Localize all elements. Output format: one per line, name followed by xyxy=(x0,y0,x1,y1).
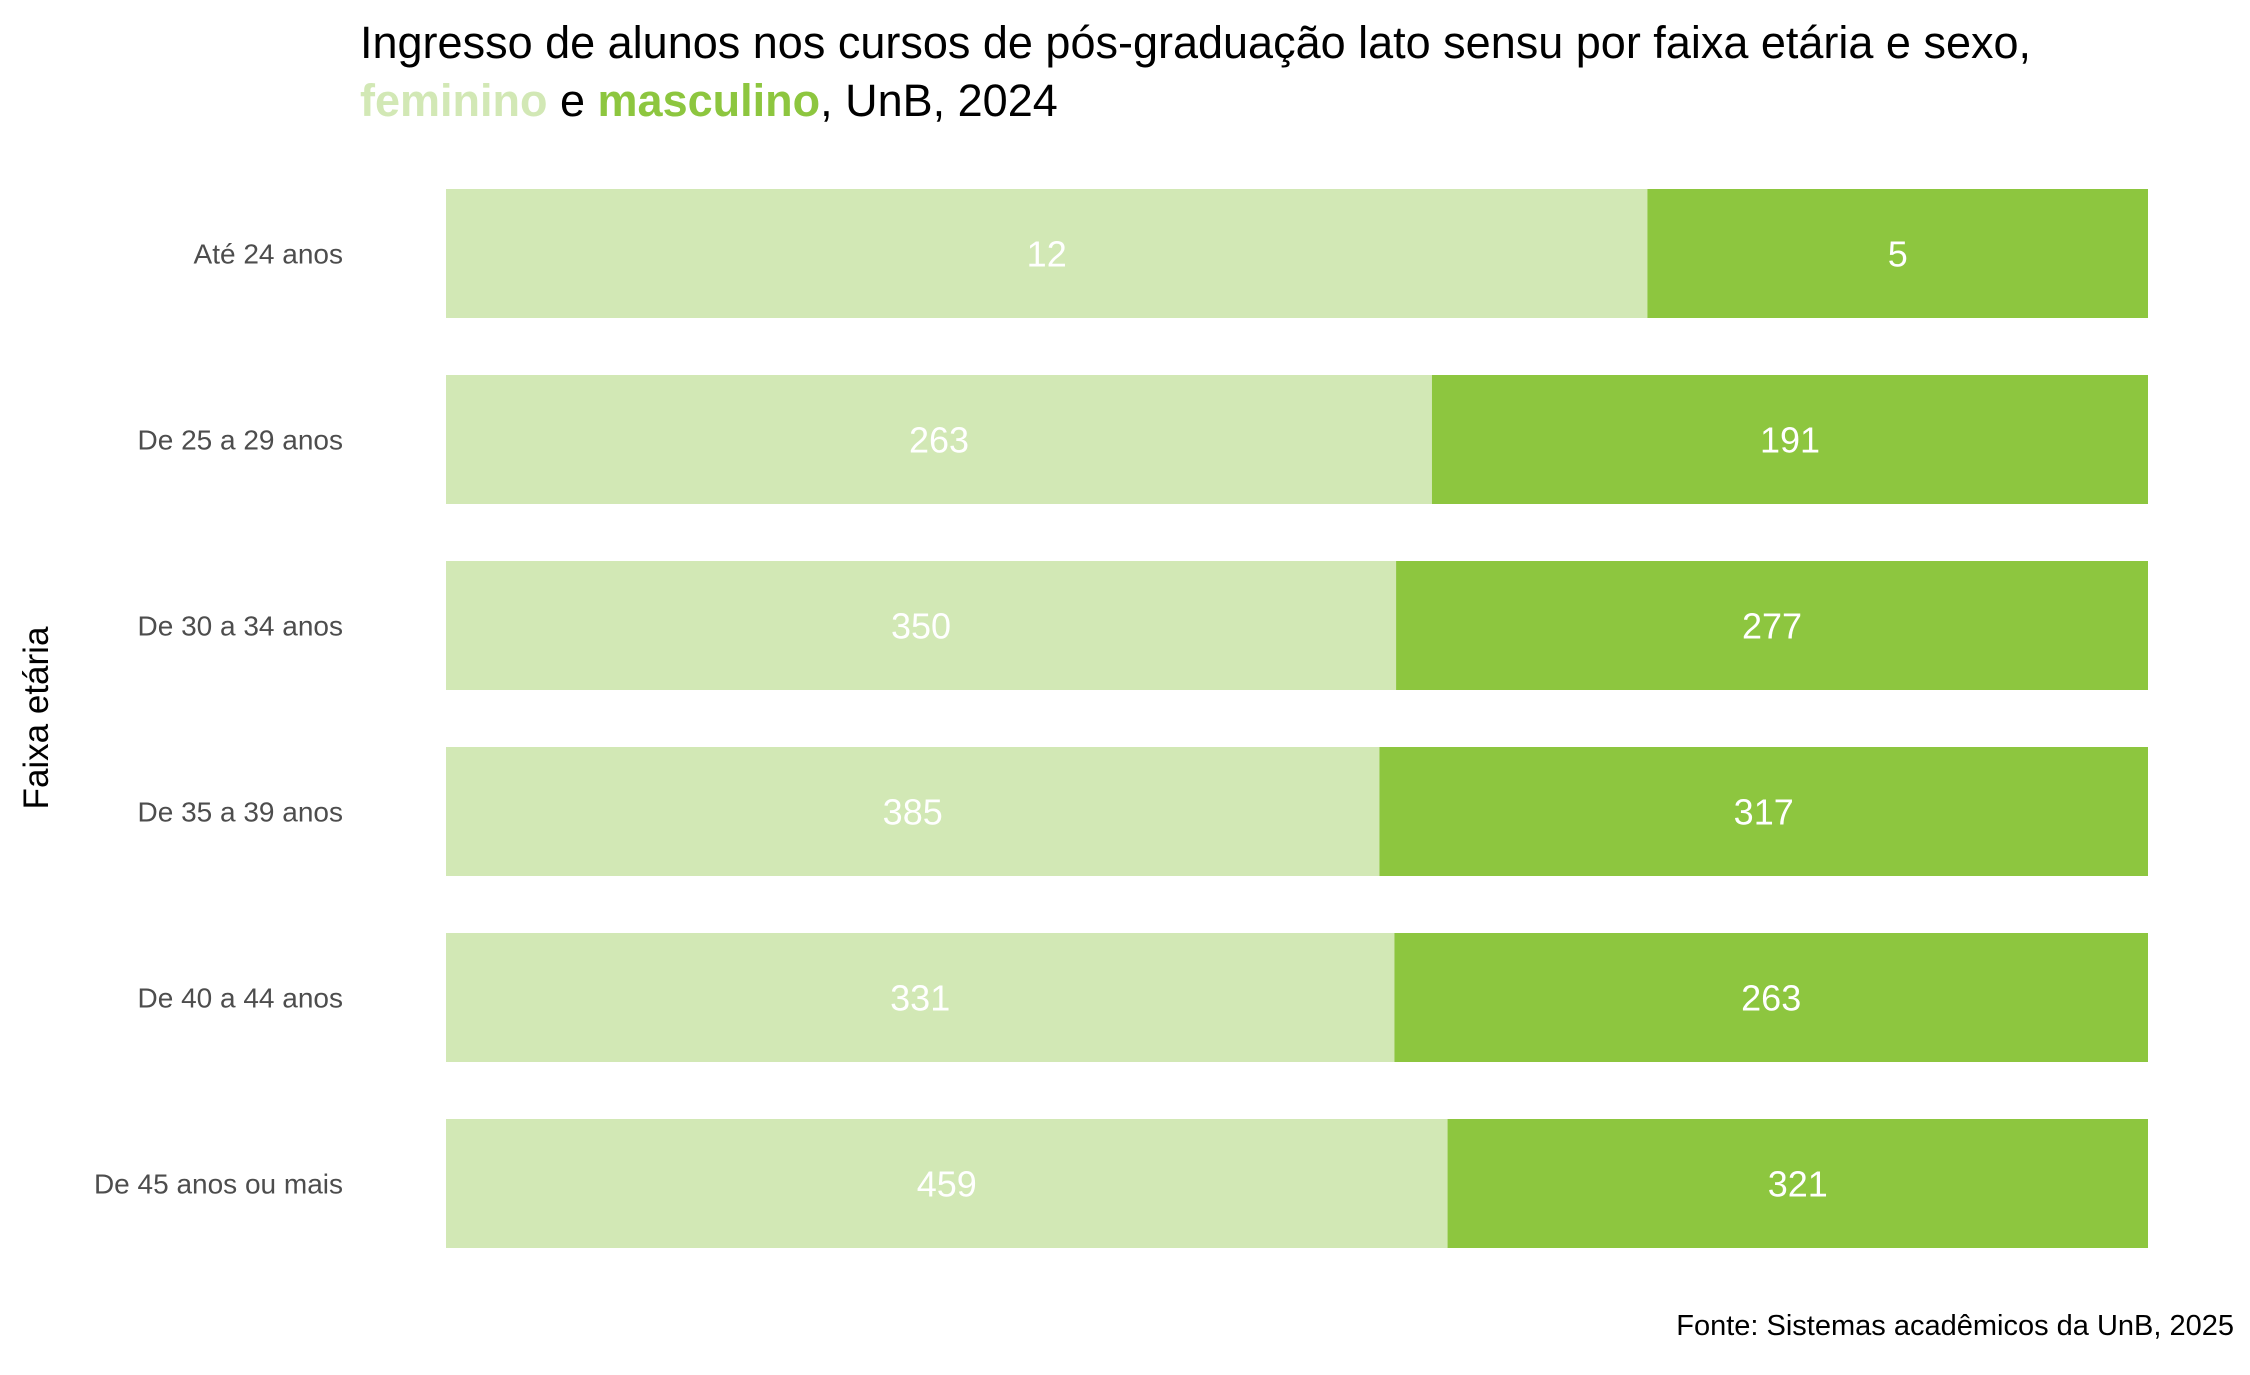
y-tick-label: Até 24 anos xyxy=(194,239,343,270)
data-label-masculino: 263 xyxy=(1741,978,1801,1019)
legend-masculino: masculino xyxy=(597,75,821,126)
chart-title-line1: Ingresso de alunos nos cursos de pós-gra… xyxy=(360,17,2032,68)
bar-masculino xyxy=(1379,747,2148,876)
bar-masculino xyxy=(1394,933,2148,1062)
data-label-feminino: 331 xyxy=(890,978,950,1019)
title-suffix: , UnB, 2024 xyxy=(820,75,1058,126)
bar-feminino xyxy=(446,375,1432,504)
bar-feminino xyxy=(446,561,1397,690)
data-label-feminino: 263 xyxy=(909,420,969,461)
chart-source: Fonte: Sistemas acadêmicos da UnB, 2025 xyxy=(1676,1310,2234,1342)
title-connector: e xyxy=(547,75,598,126)
data-label-masculino: 5 xyxy=(1888,234,1908,275)
y-axis-label: Faixa etária xyxy=(17,626,56,809)
data-label-masculino: 277 xyxy=(1742,606,1802,647)
bar-masculino xyxy=(1431,375,2148,504)
bars-group: 12 5 Até 24 anos 263 191 De 25 a 29 anos 350 27… xyxy=(94,189,2148,1248)
y-tick-label: De 45 anos ou mais xyxy=(94,1169,343,1200)
bar-feminino xyxy=(446,933,1395,1062)
y-tick-label: De 35 a 39 anos xyxy=(138,797,344,828)
data-label-feminino: 459 xyxy=(917,1164,977,1205)
data-label-masculino: 191 xyxy=(1760,420,1820,461)
chart-title: Ingresso de alunos nos cursos de pós-gra… xyxy=(360,14,2031,130)
y-tick-label: De 30 a 34 anos xyxy=(138,611,344,642)
bar-masculino xyxy=(1396,561,2148,690)
y-tick-label: De 40 a 44 anos xyxy=(138,983,344,1014)
bar-masculino xyxy=(1647,189,2148,318)
bar-feminino xyxy=(446,189,1648,318)
data-label-masculino: 317 xyxy=(1734,792,1794,833)
bar-feminino xyxy=(446,1119,1448,1248)
legend-feminino: feminino xyxy=(360,75,548,126)
data-label-feminino: 12 xyxy=(1027,234,1067,275)
chart-title-line2: feminino e masculino, UnB, 2024 xyxy=(360,72,2031,130)
bar-feminino xyxy=(446,747,1380,876)
data-label-feminino: 385 xyxy=(883,792,943,833)
data-label-feminino: 350 xyxy=(891,606,951,647)
data-label-masculino: 321 xyxy=(1768,1164,1828,1205)
bar-masculino xyxy=(1447,1119,2148,1248)
y-tick-label: De 25 a 29 anos xyxy=(138,425,344,456)
